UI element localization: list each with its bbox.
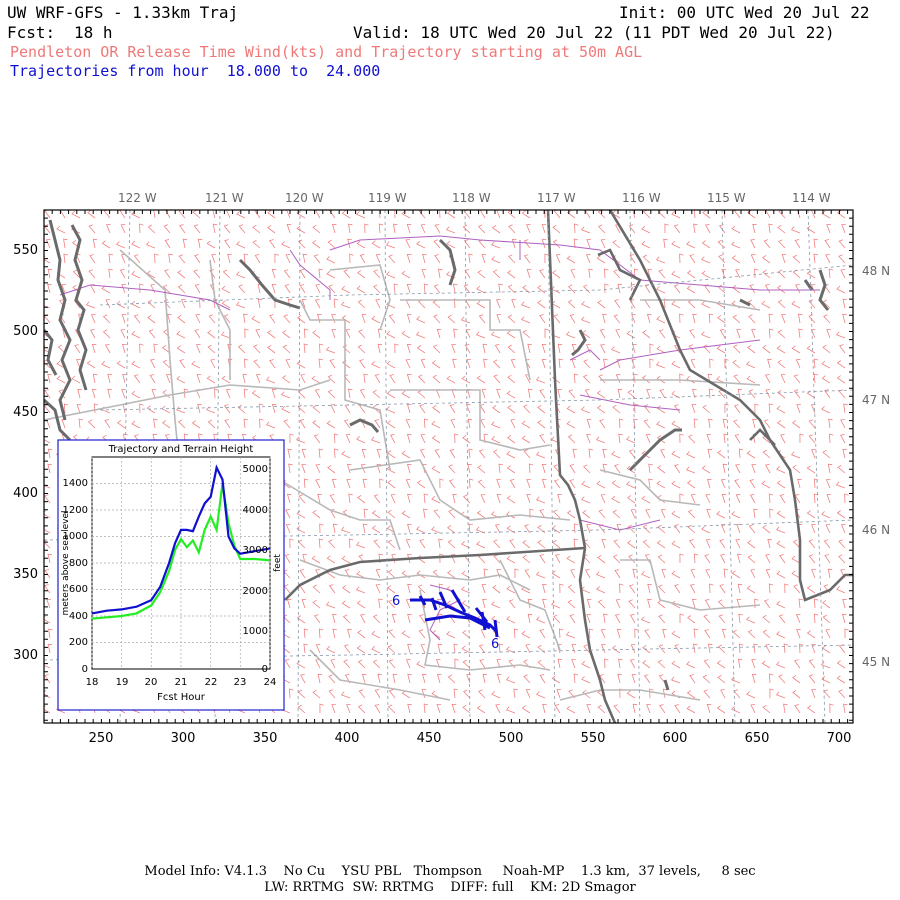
lon-label: 116 W <box>622 191 661 205</box>
y-tick-label: 550 <box>13 243 38 258</box>
lon-label: 120 W <box>285 191 324 205</box>
inset-x-tick: 23 <box>234 677 247 688</box>
x-axis-ticks: 250 300 350 400 450 500 550 600 650 700 <box>89 731 852 746</box>
inset-y-axis-label-right: feet <box>273 554 283 572</box>
inset-series <box>91 464 271 620</box>
lon-label: 114 W <box>792 191 831 205</box>
coastline <box>44 219 830 691</box>
inset-x-tick: 22 <box>205 677 218 688</box>
latitude-labels: 48 N 47 N 46 N 45 N <box>862 264 890 669</box>
x-tick-label: 650 <box>745 731 770 746</box>
trajectory-start-label: 6 <box>392 594 400 609</box>
terrain-height-line <box>91 483 271 620</box>
inset-y-axis-label: meters above sea level <box>61 510 71 615</box>
inset-title: Trajectory and Terrain Height <box>108 444 254 455</box>
y-axis-ticks: 550 500 450 400 350 300 <box>13 243 38 663</box>
longitude-labels: 122 W 121 W 120 W 119 W 118 W 117 W 116 … <box>118 191 831 205</box>
init-time: Init: 00 UTC Wed 20 Jul 22 <box>619 3 870 22</box>
inset-y-tick: 1000 <box>63 531 88 542</box>
valid-time: Valid: 18 UTC Wed 20 Jul 22 (11 PDT Wed … <box>353 23 835 42</box>
inset-x-tick: 20 <box>145 677 158 688</box>
lon-label: 117 W <box>537 191 576 205</box>
inset-y-tick-feet: 2000 <box>243 586 268 597</box>
inset-frame <box>57 439 285 711</box>
frame-tick-marks <box>43 209 853 723</box>
inset-y-tick-feet: 0 <box>262 664 268 675</box>
inset-y-tick: 200 <box>69 637 88 648</box>
state-borders <box>284 210 853 723</box>
trajectory-end-label: 6 <box>491 637 499 652</box>
inset-y-tick: 400 <box>69 611 88 622</box>
county-borders <box>44 249 761 701</box>
inset-x-axis-label: Fcst Hour <box>157 692 206 703</box>
trajectory-height-line <box>91 464 271 615</box>
x-tick-label: 400 <box>335 731 360 746</box>
inset-gridlines <box>91 457 271 669</box>
inset-chart: Trajectory and Terrain Height 18 19 20 2… <box>57 439 285 711</box>
inset-y-ticks-right: 0 1000 2000 3000 4000 5000 <box>243 464 268 675</box>
inset-x-tick: 19 <box>116 677 129 688</box>
plot-subtitle: Pendleton OR Release Time Wind(kts) and … <box>10 43 643 61</box>
inset-y-tick: 800 <box>69 558 88 569</box>
inset-y-tick-feet: 1000 <box>243 626 268 637</box>
lat-label: 48 N <box>862 264 890 278</box>
y-tick-label: 300 <box>13 648 38 663</box>
model-title: UW WRF-GFS - 1.33km Traj <box>7 3 239 22</box>
inset-x-tick: 21 <box>175 677 188 688</box>
forecast-hour: 18 h <box>74 23 113 42</box>
inset-y-tick-feet: 3000 <box>243 545 268 556</box>
frame-ticks <box>43 209 853 723</box>
x-tick-label: 300 <box>171 731 196 746</box>
lon-label: 121 W <box>205 191 244 205</box>
y-tick-label: 450 <box>13 405 38 420</box>
inset-y-ticks-left: 0 200 400 600 800 1000 1200 1400 <box>63 478 88 675</box>
inset-y-tick: 1400 <box>63 478 88 489</box>
y-tick-label: 350 <box>13 567 38 582</box>
x-tick-label: 500 <box>499 731 524 746</box>
lon-label: 119 W <box>368 191 407 205</box>
lon-label: 122 W <box>118 191 157 205</box>
inset-y-tick: 1200 <box>63 505 88 516</box>
inset-x-tick: 18 <box>86 677 99 688</box>
inset-y-tick-feet: 5000 <box>243 464 268 475</box>
forecast-label: Fcst: <box>7 23 56 42</box>
inset-x-tick: 24 <box>264 677 277 688</box>
model-info-line2: LW: RRTMG SW: RRTMG DIFF: full KM: 2D Sm… <box>264 880 636 895</box>
inset-y-tick-feet: 4000 <box>243 505 268 516</box>
map-frame <box>43 209 854 724</box>
trajectory <box>410 589 499 638</box>
x-tick-label: 700 <box>827 731 852 746</box>
x-tick-label: 350 <box>253 731 278 746</box>
x-tick-label: 600 <box>663 731 688 746</box>
x-tick-label: 250 <box>89 731 114 746</box>
lat-label: 46 N <box>862 523 890 537</box>
lon-label: 118 W <box>452 191 491 205</box>
inset-y-tick: 0 <box>82 664 88 675</box>
inset-y-tick: 600 <box>69 584 88 595</box>
inset-x-ticks: 18 19 20 21 22 23 24 <box>86 677 277 688</box>
lat-label: 45 N <box>862 655 890 669</box>
x-tick-label: 450 <box>417 731 442 746</box>
lon-label: 115 W <box>707 191 746 205</box>
inset-grid <box>91 457 271 669</box>
model-info-line1: Model Info: V4.1.3 No Cu YSU PBL Thompso… <box>144 864 756 879</box>
y-tick-label: 400 <box>13 486 38 501</box>
trajectory-range: Trajectories from hour 18.000 to 24.000 <box>10 62 381 80</box>
x-tick-label: 550 <box>581 731 606 746</box>
y-tick-label: 500 <box>13 324 38 339</box>
lat-label: 47 N <box>862 393 890 407</box>
